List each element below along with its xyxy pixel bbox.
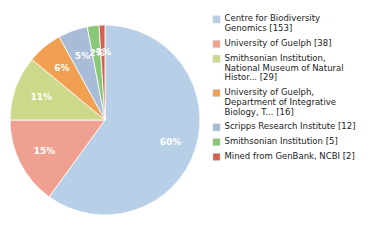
svg-text:11%: 11% bbox=[30, 92, 52, 102]
svg-text:60%: 60% bbox=[160, 137, 182, 147]
svg-text:Scripps Research Institute [12: Scripps Research Institute [12] bbox=[225, 121, 356, 131]
svg-text:Centre for BiodiversityGenomic: Centre for BiodiversityGenomics [153] bbox=[225, 13, 321, 33]
svg-text:University of Guelph [38]: University of Guelph [38] bbox=[225, 38, 332, 48]
svg-text:5%: 5% bbox=[75, 51, 90, 61]
svg-text:15%: 15% bbox=[34, 146, 56, 156]
svg-text:Smithsonian Institution,Nation: Smithsonian Institution,National Museum … bbox=[225, 53, 344, 83]
svg-text:Smithsonian Institution [5]: Smithsonian Institution [5] bbox=[225, 136, 338, 146]
svg-text:6%: 6% bbox=[54, 63, 69, 73]
svg-text:University of Guelph,Departmen: University of Guelph,Department of Integ… bbox=[225, 87, 337, 117]
svg-text:1%: 1% bbox=[96, 47, 111, 57]
svg-text:Mined from GenBank, NCBI [2]: Mined from GenBank, NCBI [2] bbox=[225, 151, 355, 161]
